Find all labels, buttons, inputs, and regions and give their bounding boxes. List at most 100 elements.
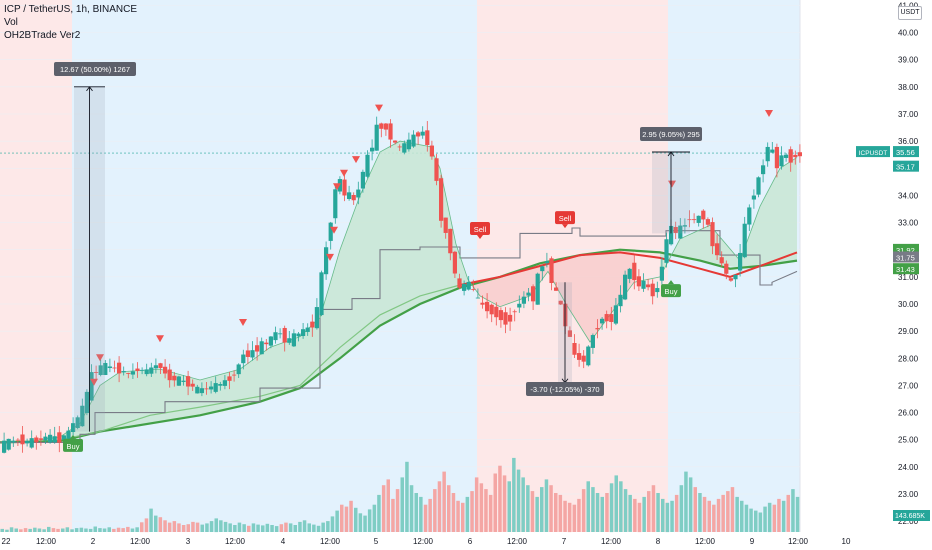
volume-bar (349, 500, 353, 532)
candle-body (503, 312, 508, 325)
volume-bar (474, 477, 479, 532)
axis-price-tag-text: 35.56 (896, 148, 915, 157)
measure-tool-2[interactable]: -3.70 (-12.05%) -370 (526, 282, 604, 396)
candle-body (609, 314, 614, 323)
volume-bar (781, 500, 786, 532)
signal-text: Sell (559, 214, 572, 223)
candle-body (742, 223, 747, 258)
candle-body (508, 314, 513, 322)
volume-bar (14, 528, 18, 532)
volume-bar (140, 522, 144, 533)
measure-tool-0[interactable]: 12.67 (50.00%) 1267 (54, 62, 136, 432)
candle-body (678, 225, 683, 239)
volume-bar (251, 523, 256, 532)
candle-body (784, 154, 789, 158)
y-tick-label: 28.00 (898, 354, 919, 363)
price-axis[interactable]: 22.00 23.00 24.00 25.00 26.00 27.00 28.00 29.00… (856, 1, 930, 526)
volume-bar (642, 496, 646, 532)
candle-body (701, 210, 706, 220)
bearish-cloud (468, 250, 634, 342)
candle-body (259, 341, 264, 355)
volume-tag (893, 510, 930, 521)
candle-body (554, 287, 559, 291)
symbol-title[interactable]: ICP / TetherUS, 1h, BINANCE (4, 4, 138, 15)
candle-body (448, 228, 453, 254)
volume-bars (0, 457, 800, 533)
candle-body (650, 283, 655, 297)
measure-label-box (640, 127, 702, 141)
candle-body (144, 369, 149, 375)
candle-body (595, 328, 600, 330)
candle-body (379, 123, 384, 129)
volume-bar (358, 513, 363, 532)
candle-body (25, 440, 30, 444)
candle-body (241, 354, 246, 364)
volume-bar (740, 500, 744, 532)
currency-selector[interactable]: USDT (898, 6, 922, 20)
time-axis[interactable]: 22 12:00 2 12:00 3 12:00 4 12:00 5 12:00 6 12:00 7 12… (2, 537, 851, 546)
candle-body (172, 375, 177, 381)
sell-arrow-icon (330, 226, 338, 234)
candle-body (20, 434, 25, 445)
candle-body (117, 362, 122, 374)
axis-price-tag (893, 243, 919, 255)
volume-bar (530, 491, 535, 532)
sell-arrow-icon (326, 253, 334, 261)
candle-body (485, 301, 490, 312)
volume-bar (791, 489, 795, 532)
candle-body (383, 123, 388, 130)
volume-bar (377, 494, 381, 532)
volume-bar (702, 496, 707, 532)
candle-body (370, 147, 375, 152)
candle-body (641, 280, 646, 289)
y-tick-label: 29.00 (898, 327, 919, 336)
volume-bar (381, 485, 386, 532)
volume-legend[interactable]: Vol (4, 17, 18, 28)
measure-tool-1[interactable]: 2.95 (9.05%) 295 (640, 127, 702, 234)
candle-body (48, 434, 53, 443)
volume-bar (507, 481, 511, 532)
candle-body (779, 155, 784, 167)
measurement-tools[interactable]: 12.67 (50.00%) 1267 2.95 (9.05%) 295 -3.70… (54, 62, 702, 432)
sell-arrow-icon (352, 156, 360, 164)
candle-body (57, 432, 62, 443)
volume-bar (270, 525, 274, 532)
y-tick-label: 24.00 (898, 463, 919, 472)
candle-body (696, 215, 701, 223)
volume-bar (451, 493, 456, 532)
candle-body (209, 386, 214, 390)
candle-body (287, 338, 292, 343)
candle-body (190, 383, 195, 387)
volume-bar (126, 526, 130, 532)
volume-bar (600, 496, 604, 532)
volume-bar (707, 500, 711, 532)
candle-body (218, 384, 223, 386)
signal-pointer (668, 280, 674, 285)
candle-body (692, 219, 697, 221)
signal-sell-label: Sell (555, 211, 575, 229)
volume-bar (554, 493, 558, 532)
signal-pointer (562, 224, 568, 229)
volume-bar (335, 510, 339, 532)
candle-body (250, 350, 255, 358)
volume-bar (688, 477, 693, 532)
candle-body (627, 268, 632, 279)
volume-bar (591, 487, 595, 532)
time-axis-panel (0, 532, 800, 550)
candle-body (393, 140, 398, 143)
signal-sell-label: Sell (470, 222, 490, 239)
volume-bar (484, 489, 488, 532)
sell-arrow-icon (90, 378, 98, 386)
candle-body (107, 366, 112, 369)
candle-body (351, 194, 356, 201)
signal-box (63, 438, 83, 452)
y-tick-label: 41.00 (898, 1, 919, 10)
y-tick-label: 30.00 (898, 300, 919, 309)
indicator-legend[interactable]: OH2BTrade Ver2 (4, 30, 81, 41)
volume-bar (386, 479, 390, 532)
candle-body (268, 336, 273, 346)
volume-bar (735, 496, 739, 532)
ema_slow-line (0, 248, 798, 444)
ema_red-line (459, 251, 798, 286)
